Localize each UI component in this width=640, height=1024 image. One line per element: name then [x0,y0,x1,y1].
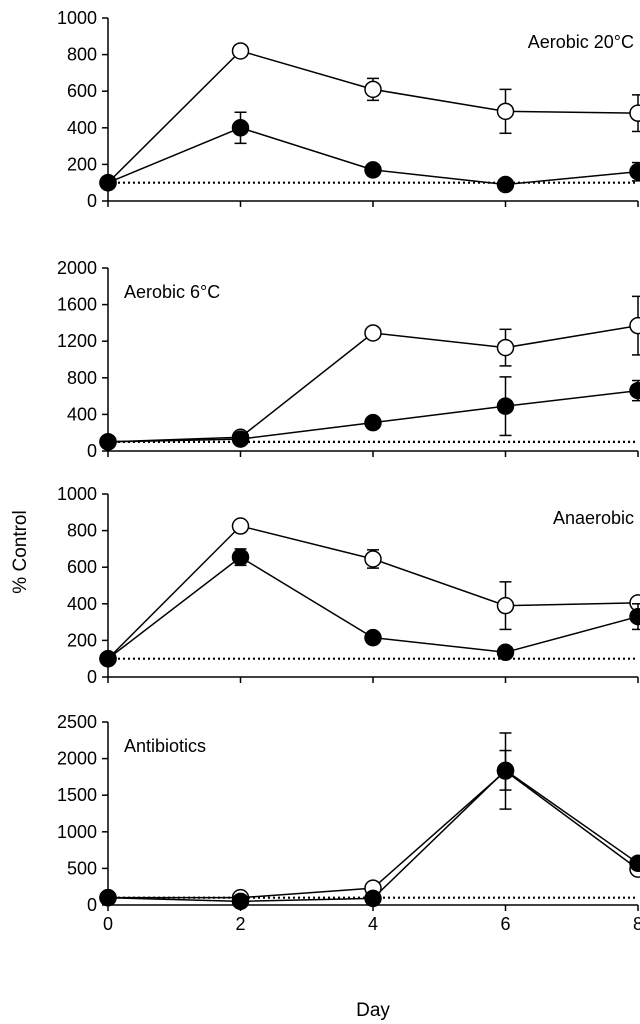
filled-circle-point [496,397,515,415]
x-tick-label: 0 [103,914,113,934]
y-tick-label: 0 [87,441,97,461]
y-tick-label: 2000 [57,258,97,278]
filled-circle-point [496,643,515,662]
x-tick-label: 8 [633,914,640,934]
chart-panel: 0 400 800 1200 1600 2000 Aerobic 6°C [57,258,640,461]
chart-panel: 0 200 400 600 800 1000 Anaerobic [57,484,640,687]
y-tick-label: 2000 [57,749,97,769]
filled-circle-point [629,381,640,400]
series-line [108,770,639,899]
panel-title: Aerobic 20°C [528,32,634,52]
filled-circle-point [364,161,382,179]
filled-circle-point [496,175,515,194]
y-tick-label: 600 [67,557,97,577]
y-tick-label: 0 [87,895,97,915]
filled-circle-point [629,607,640,626]
filled-circle-point [231,892,250,911]
y-tick-label: 500 [67,858,97,878]
y-tick-label: 800 [67,45,97,65]
filled-circle-point [364,628,382,647]
y-tick-label: 1500 [57,785,97,805]
x-tick-label: 2 [235,914,245,934]
filled-circle-point [99,888,117,907]
chart-panel: 0 200 400 600 800 1000 Aerobic 20°C [57,8,640,211]
y-tick-label: 400 [67,594,97,614]
y-tick-label: 0 [87,191,97,211]
filled-circle-point [231,119,250,137]
y-axis-title: % Control [10,510,31,593]
open-circle-point [364,550,382,568]
y-tick-label: 400 [67,404,97,424]
panel-title: Antibiotics [124,736,206,756]
y-tick-label: 200 [67,630,97,650]
y-tick-label: 400 [67,118,97,138]
filled-circle-point [629,162,640,181]
open-circle-point [496,596,515,615]
x-tick-label: 6 [500,914,510,934]
y-tick-label: 0 [87,667,97,687]
open-circle-point [231,42,250,60]
filled-circle-point [231,548,250,566]
panel-title: Anaerobic [553,508,634,528]
filled-circle-point [99,433,117,451]
filled-circle-point [364,889,382,908]
x-tick-label: 4 [368,914,378,934]
open-circle-point [231,517,250,535]
open-circle-point [364,80,382,99]
y-tick-label: 1200 [57,331,97,351]
filled-circle-point [99,649,117,668]
x-axis-title: Day [356,1000,390,1021]
y-tick-label: 200 [67,154,97,174]
open-circle-point [629,104,640,122]
open-circle-point [364,324,382,342]
open-circle-point [496,102,515,121]
y-tick-label: 1000 [57,822,97,842]
open-circle-point [496,338,515,357]
y-tick-label: 600 [67,81,97,101]
filled-circle-point [99,173,117,192]
y-tick-label: 800 [67,521,97,541]
y-tick-label: 2500 [57,712,97,732]
filled-circle-point [364,413,382,432]
open-circle-point [629,316,640,335]
y-tick-label: 1000 [57,484,97,504]
filled-circle-point [496,761,515,780]
filled-circle-point [629,854,640,873]
filled-circle-point [231,430,250,448]
panel-title: Aerobic 6°C [124,282,220,302]
chart-panel: 0 500 1000 1500 2000 2500 0 2 4 6 8 Antibiotics [57,712,640,934]
y-tick-label: 800 [67,368,97,388]
y-tick-label: 1600 [57,295,97,315]
y-tick-label: 1000 [57,8,97,28]
